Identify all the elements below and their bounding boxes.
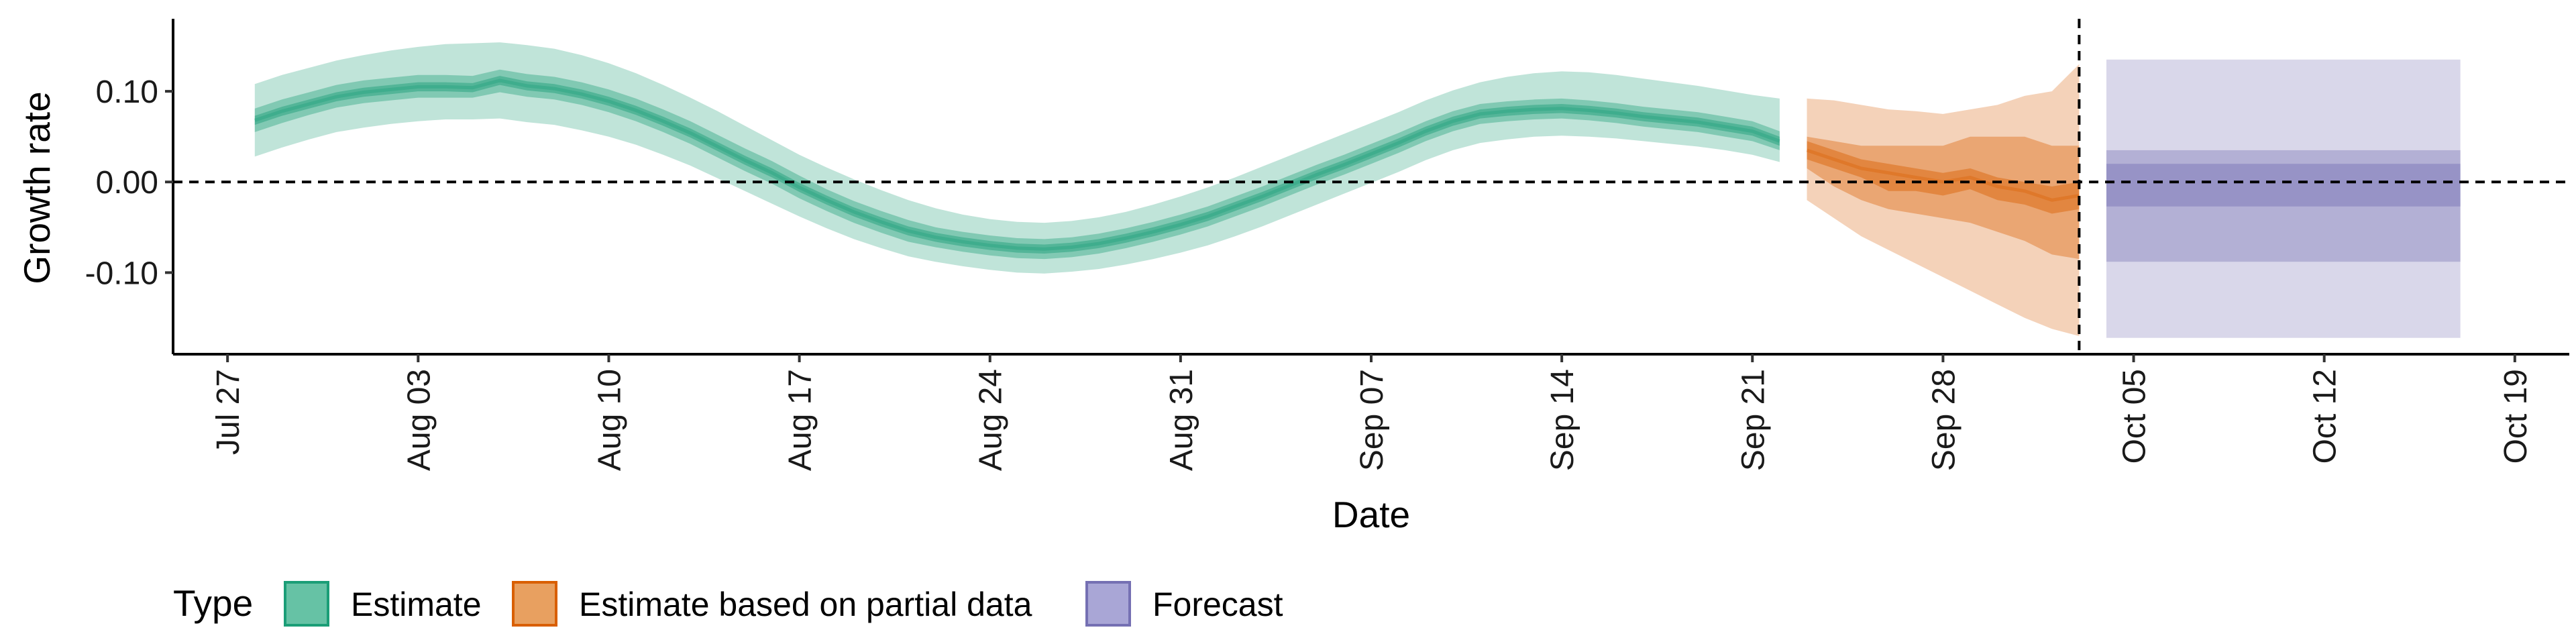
- legend-label: Estimate: [351, 586, 482, 623]
- legend: Type Estimate Estimate based on partial d…: [173, 581, 1283, 627]
- estimate-based-on-partial-data-band-20pct: [1807, 141, 2080, 214]
- estimate-based-on-partial-data-band-50pct: [1807, 136, 2080, 260]
- estimate-based-on-partial-data-band-90pct: [1807, 64, 2080, 336]
- x-tick-label: Jul 27: [211, 369, 246, 455]
- uncertainty-bands: [254, 42, 2461, 338]
- x-tick-label: Sep 21: [1735, 369, 1771, 471]
- y-tick-label: -0.10: [85, 256, 158, 291]
- legend-item-estimate-based-on-partial-data: Estimate based on partial data: [512, 581, 1032, 627]
- x-tick-label: Aug 24: [973, 369, 1009, 471]
- forecast-band-90pct: [2106, 59, 2461, 338]
- forecast-band-20pct: [2106, 164, 2461, 207]
- x-tick-label: Sep 07: [1354, 369, 1390, 471]
- x-tick-label: Aug 17: [783, 369, 818, 471]
- median-lines: [254, 78, 2080, 251]
- x-tick-label: Sep 14: [1545, 369, 1580, 471]
- legend-title: Type: [173, 582, 253, 624]
- legend-item-estimate: Estimate: [284, 581, 482, 627]
- x-tick-label: Oct 12: [2308, 369, 2343, 464]
- reference-lines: [173, 19, 2569, 354]
- x-tick-label: Aug 31: [1164, 369, 1199, 471]
- y-axis-title: Growth rate: [16, 91, 58, 284]
- x-tick-label: Oct 19: [2498, 369, 2534, 464]
- legend-label: Forecast: [1152, 586, 1283, 623]
- estimate-band-50pct: [254, 69, 1780, 260]
- legend-item-forecast: Forecast: [1085, 581, 1283, 627]
- x-tick-label: Aug 03: [401, 369, 437, 471]
- legend-swatch: [284, 581, 329, 627]
- estimate-based-on-partial-data-median-line: [1806, 148, 2080, 202]
- tick-labels: 0.10 0.00 -0.10 Jul 27 Aug 03 Aug 10 Aug 17 Aug…: [85, 74, 2534, 471]
- x-tick-label: Oct 05: [2117, 369, 2153, 464]
- estimate-median-line: [254, 78, 1780, 251]
- y-tick-label: 0.00: [96, 165, 158, 201]
- y-tick-label: 0.10: [96, 74, 158, 110]
- x-axis-title: Date: [1332, 494, 1410, 535]
- legend-label: Estimate based on partial data: [579, 586, 1032, 623]
- legend-swatch: [512, 581, 557, 627]
- forecast-band-50pct: [2106, 150, 2461, 262]
- x-tick-label: Sep 28: [1926, 369, 1962, 471]
- estimate-band-90pct: [254, 42, 1780, 274]
- x-tick-label: Aug 10: [592, 369, 628, 471]
- legend-swatch: [1085, 581, 1131, 627]
